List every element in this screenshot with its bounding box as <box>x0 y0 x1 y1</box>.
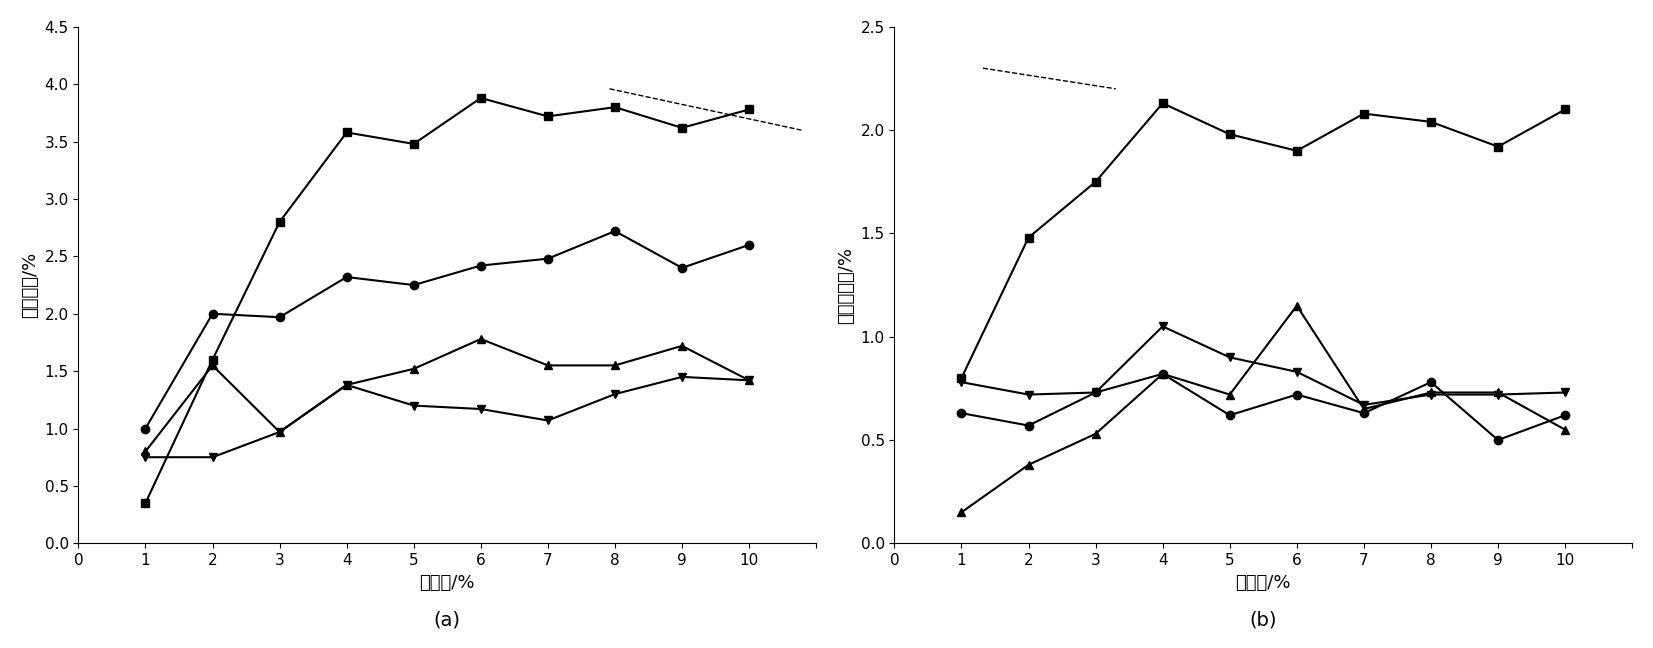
Text: (b): (b) <box>1250 610 1278 629</box>
X-axis label: 酸浓度/%: 酸浓度/% <box>420 573 474 592</box>
Y-axis label: 洗后残留量/%: 洗后残留量/% <box>836 247 855 323</box>
Y-axis label: 酸吸收量/%: 酸吸收量/% <box>21 252 38 318</box>
Text: (a): (a) <box>433 610 461 629</box>
X-axis label: 酸浓度/%: 酸浓度/% <box>1235 573 1291 592</box>
